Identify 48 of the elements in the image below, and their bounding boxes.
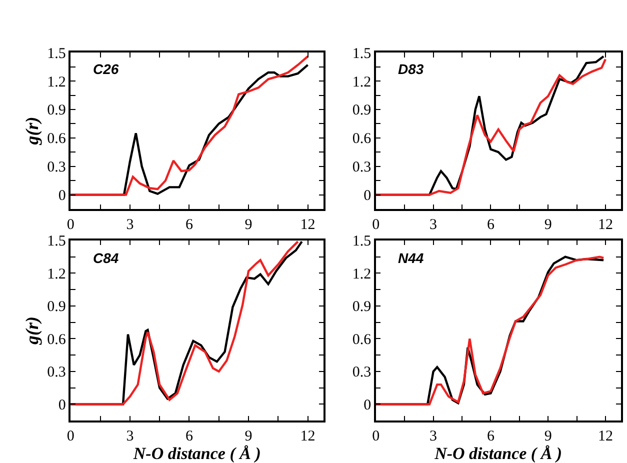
y-tick-label: 1.5 <box>47 46 66 62</box>
y-tick-label: 0 <box>58 397 66 414</box>
x-tick-label: 6 <box>185 428 194 444</box>
x-tick-label: 12 <box>300 428 316 444</box>
y-tick-label: 1.5 <box>352 46 372 62</box>
x-tick-label: 12 <box>598 216 613 233</box>
y-tick-label: 0.3 <box>47 160 66 176</box>
x-tick-label: 3 <box>126 428 134 444</box>
y-tick-label: 0.3 <box>47 364 66 381</box>
y-tick-label: 1.2 <box>352 74 372 90</box>
y-tick-label: 0.6 <box>47 332 66 348</box>
text: N44 <box>398 250 424 266</box>
y-tick-label: 1.2 <box>47 266 66 282</box>
x-tick-label: 12 <box>598 428 613 444</box>
text: C26 <box>93 61 119 77</box>
y-tick-label: 0.6 <box>47 131 66 148</box>
y-axis-title: g(r) <box>22 116 42 146</box>
y-axis-title: g(r) <box>22 316 42 346</box>
x-tick-label: 12 <box>300 216 316 233</box>
x-tick-label: 9 <box>244 216 252 233</box>
y-tick-label: 0.3 <box>352 364 372 381</box>
x-tick-label: 3 <box>430 428 438 444</box>
x-tick-label: 3 <box>126 216 134 233</box>
y-tick-label: 0.6 <box>352 332 372 348</box>
y-tick-label: 0.9 <box>47 299 66 316</box>
y-tick-label: 0 <box>364 397 372 414</box>
x-tick-label: 9 <box>544 216 552 233</box>
y-tick-label: 0.6 <box>352 131 372 148</box>
text: D83 <box>398 61 424 77</box>
x-tick-label: 6 <box>486 216 495 233</box>
y-tick-label: 0.9 <box>352 102 372 119</box>
y-tick-label: 0 <box>58 188 66 204</box>
y-tick-label: 0.9 <box>352 299 372 316</box>
x-tick-label: 6 <box>185 216 194 233</box>
x-tick-label: 3 <box>430 216 438 233</box>
x-axis-title: N-O distance ( Å ) <box>132 444 261 463</box>
x-axis-title: N-O distance ( Å ) <box>434 444 562 463</box>
y-tick-label: 1.2 <box>47 74 66 90</box>
x-tick-label: 9 <box>544 428 552 444</box>
y-tick-label: 0.9 <box>47 102 66 119</box>
y-tick-label: 1.5 <box>352 234 372 250</box>
y-tick-label: 1.5 <box>47 234 66 250</box>
y-tick-label: 0 <box>364 188 372 204</box>
y-tick-label: 0.3 <box>352 160 372 176</box>
y-tick-label: 1.2 <box>352 266 372 282</box>
x-tick-label: 9 <box>244 428 252 444</box>
text: C84 <box>93 250 119 266</box>
x-tick-label: 6 <box>486 428 495 444</box>
